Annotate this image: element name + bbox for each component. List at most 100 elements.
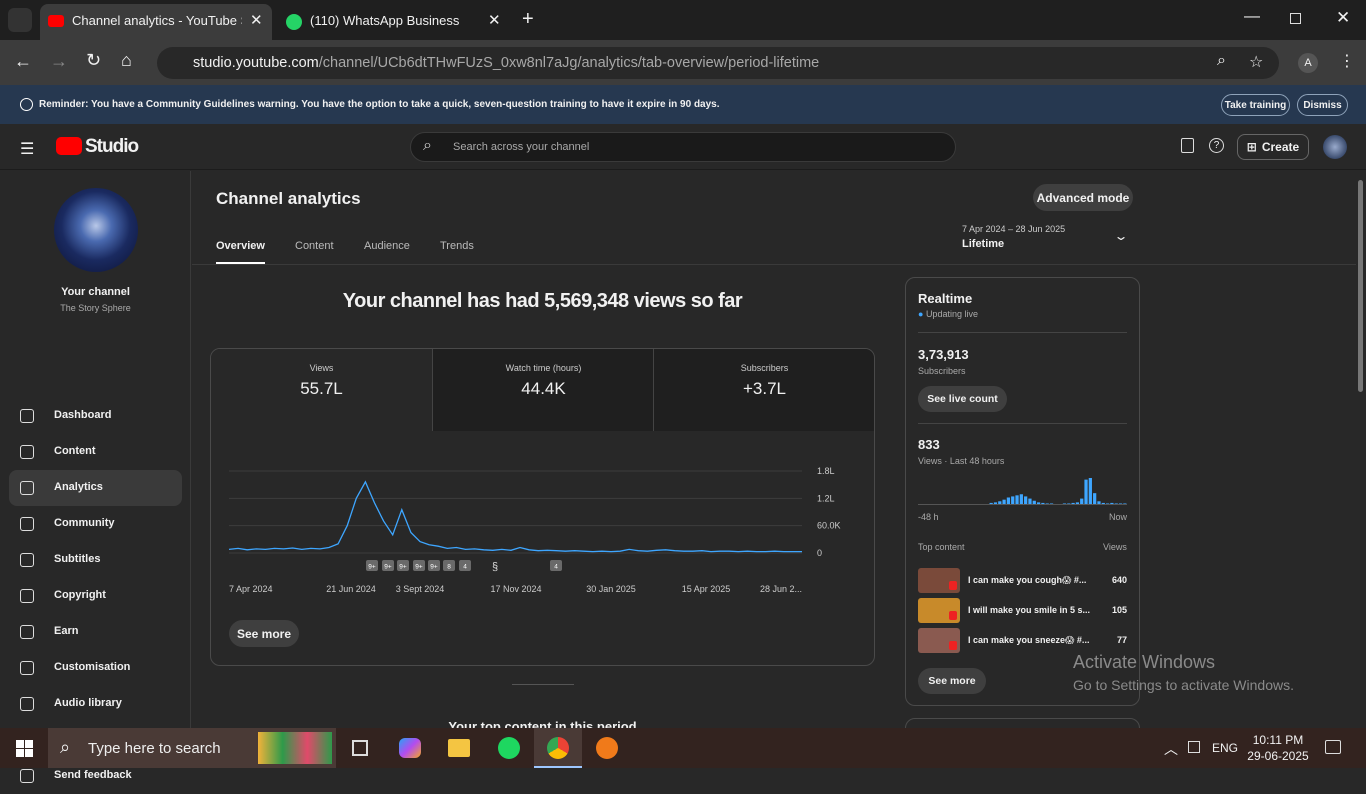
nav-item[interactable]: Content <box>9 434 182 470</box>
zoom-icon[interactable]: ⌕ <box>1217 52 1226 69</box>
analytics-tab[interactable]: Trends <box>440 240 474 252</box>
file-explorer[interactable] <box>448 739 470 757</box>
forward[interactable]: → <box>50 51 68 71</box>
annotation-badge[interactable] <box>397 560 409 571</box>
nav-item[interactable]: Copyright <box>9 578 182 614</box>
annotation-badge[interactable] <box>550 560 562 571</box>
language[interactable]: ENG <box>1212 741 1239 755</box>
copilot[interactable] <box>399 738 421 758</box>
active-tab[interactable]: Channel analytics - YouTube Stu ✕ <box>40 4 272 40</box>
home[interactable]: ⌂ <box>121 50 132 70</box>
annotation-badge[interactable] <box>459 560 471 571</box>
tray-icon[interactable] <box>1188 741 1200 753</box>
channel-avatar[interactable] <box>54 188 138 272</box>
bar <box>1075 502 1080 504</box>
nav-item[interactable]: Audio library <box>9 686 182 722</box>
tray-chevron[interactable]: ︿ <box>1164 741 1178 757</box>
advanced-mode[interactable]: Advanced mode <box>1033 184 1133 211</box>
period-dropdown[interactable]: ⌄ <box>1113 229 1129 243</box>
nav-item[interactable]: Earn <box>9 614 182 650</box>
create-button[interactable]: ⊞ Create <box>1237 134 1309 160</box>
chrome[interactable] <box>534 728 582 768</box>
nav-icon <box>20 769 34 783</box>
dismiss[interactable]: Dismiss <box>1297 94 1348 116</box>
bar <box>1080 498 1084 504</box>
annotation-badge[interactable] <box>366 560 378 571</box>
task-view[interactable] <box>352 740 368 756</box>
start-button[interactable] <box>16 740 33 757</box>
hamburger[interactable]: ☰ <box>20 141 35 158</box>
content-title: I can make you cough😱 #... <box>968 575 1087 585</box>
close-window[interactable]: ✕ <box>1336 8 1351 27</box>
tab-close[interactable]: ✕ <box>488 12 501 29</box>
annotation-badge[interactable] <box>443 560 455 571</box>
metric-tile[interactable]: Subscribers +3.7L <box>653 349 874 431</box>
annotation-badge[interactable] <box>382 560 394 571</box>
youtube-favicon <box>48 15 64 27</box>
omnibox[interactable]: studio.youtube.com/channel/UCb6dtTHwFUzS… <box>157 47 1279 79</box>
fl-studio[interactable] <box>596 737 618 759</box>
nav-item[interactable]: Community <box>9 506 182 542</box>
annotation-badge[interactable] <box>428 560 440 571</box>
bar <box>1097 501 1101 504</box>
nav-label: Analytics <box>54 481 103 493</box>
url-host: studio.youtube.com <box>193 55 319 71</box>
take-training[interactable]: Take training <box>1221 94 1290 116</box>
period[interactable]: Lifetime <box>962 238 1005 250</box>
feedback-icon[interactable] <box>1181 138 1194 153</box>
search-box[interactable]: ⌕ Search across your channel <box>410 132 956 162</box>
scrollbar-thumb[interactable] <box>1358 180 1363 392</box>
reload[interactable]: ↻ <box>86 50 102 70</box>
see-more[interactable]: See more <box>229 620 299 647</box>
account-avatar[interactable] <box>1323 135 1347 159</box>
tab[interactable]: (110) WhatsApp Business ✕ <box>278 4 510 40</box>
annotation-label: 9+ <box>384 564 392 571</box>
nav-icon <box>20 589 34 603</box>
channel-name: The Story Sphere <box>60 303 131 313</box>
profile-avatar[interactable]: A <box>1298 53 1318 73</box>
top-content-row[interactable]: I can make you cough😱 #... 640 <box>918 568 1127 593</box>
bar <box>989 502 993 504</box>
analytics-tab[interactable]: Content <box>295 240 334 252</box>
notifications[interactable] <box>1325 740 1341 754</box>
bar <box>998 501 1002 504</box>
back[interactable]: ← <box>14 51 32 71</box>
nav-item[interactable]: Customisation <box>9 650 182 686</box>
x-tick-label: 28 Jun 2... <box>760 584 802 594</box>
metric-tile[interactable]: Views 55.7L <box>211 349 432 431</box>
shorts-badge <box>949 641 957 650</box>
nav-item[interactable]: Subtitles <box>9 542 182 578</box>
menu[interactable]: ⋮ <box>1339 53 1355 70</box>
bar <box>1118 503 1123 504</box>
new-tab[interactable]: + <box>522 8 534 30</box>
top-content-row[interactable]: I can make you sneeze😱 #... 77 <box>918 628 1127 653</box>
y-tick-label: 60.0K <box>817 521 841 531</box>
bookmark-star[interactable]: ☆ <box>1249 54 1264 71</box>
help-icon[interactable]: ? <box>1209 138 1224 153</box>
clock-date[interactable]: 29-06-2025 <box>1247 749 1309 763</box>
youtube-logo[interactable] <box>56 137 82 155</box>
annotation-label: 9+ <box>415 564 423 571</box>
content-views: 77 <box>1116 635 1127 645</box>
axis-end: Now <box>1109 512 1128 522</box>
analytics-tab[interactable]: Audience <box>364 240 410 252</box>
analytics-tab[interactable]: Overview <box>216 240 265 264</box>
tab-close[interactable]: ✕ <box>250 12 263 29</box>
taskbar-search[interactable]: ⌕ Type here to search <box>48 728 336 768</box>
x-tick-label: 3 Sept 2024 <box>396 584 445 594</box>
clock-time[interactable]: 10:11 PM <box>1252 733 1304 747</box>
nav-icon <box>20 625 34 639</box>
tab-title: Channel analytics - YouTube Stu <box>72 13 242 28</box>
minimize[interactable]: — <box>1244 8 1260 25</box>
nav-item[interactable]: Analytics <box>9 470 182 506</box>
spotify[interactable] <box>498 737 520 759</box>
bar <box>1084 479 1088 504</box>
top-content-row[interactable]: I will make you smile in 5 s... 105 <box>918 598 1127 623</box>
metric-tile[interactable]: Watch time (hours) 44.4K <box>432 349 653 431</box>
annotation-badge[interactable] <box>413 560 425 571</box>
see-more[interactable]: See more <box>918 668 986 694</box>
tab-search-button[interactable] <box>8 8 32 32</box>
restore[interactable] <box>1290 13 1301 24</box>
see-live-count[interactable]: See live count <box>918 386 1007 412</box>
nav-item[interactable]: Dashboard <box>9 398 182 434</box>
